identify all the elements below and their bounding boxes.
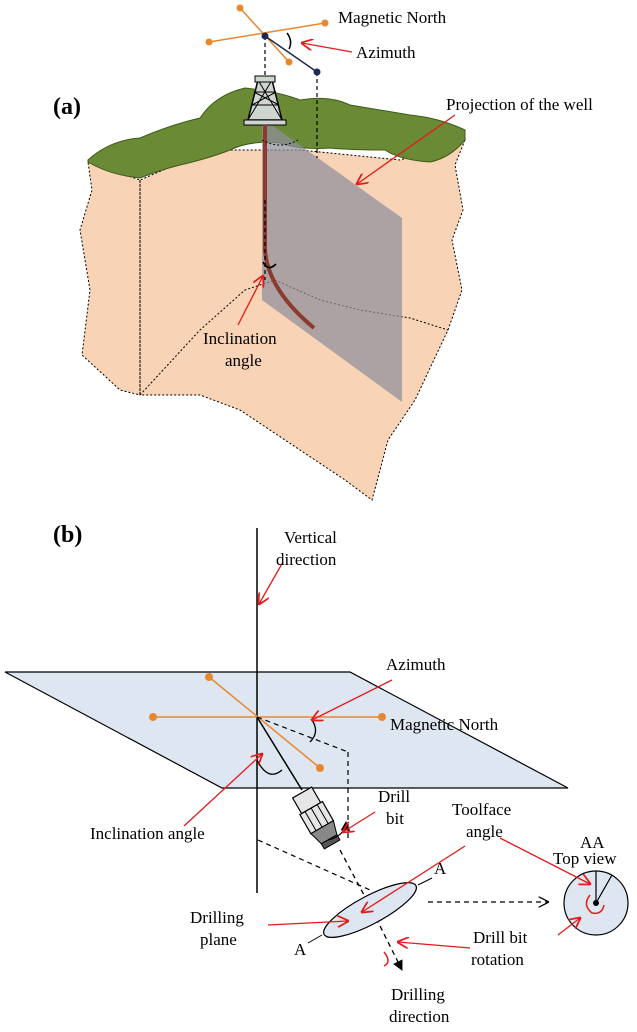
vertical-label-1: Vertical <box>284 528 337 547</box>
panel-b: (b) Vertical direction Azimuth Magnetic … <box>4 522 629 1026</box>
toolface-label-2: angle <box>466 822 503 841</box>
aa-label: AA <box>580 833 605 852</box>
drill-bit-rotation-label-2: rotation <box>471 950 524 969</box>
drilling-plane <box>323 882 417 938</box>
drilling-plane-label-1: Drilling <box>190 908 244 927</box>
drilling-plane-label-2: plane <box>200 930 237 949</box>
vertical-label-2: direction <box>276 550 337 569</box>
top-view-label: Top view <box>553 849 617 868</box>
panel-a: (a) Magnetic North Azimuth Projection of… <box>53 4 593 501</box>
soil-left-face <box>79 161 141 396</box>
horizontal-plane <box>4 671 569 789</box>
inclination-label-b: Inclination angle <box>90 824 205 843</box>
plane-a-left: A <box>294 940 307 959</box>
inclination-label-a-1: Inclination <box>203 329 277 348</box>
panel-b-tag: (b) <box>53 522 82 548</box>
magnetic-north-label-b: Magnetic North <box>390 715 499 734</box>
drill-bit-label-1: Drill <box>378 787 410 806</box>
panel-a-tag: (a) <box>53 94 81 120</box>
plane-a-right: A <box>434 859 447 878</box>
projection-label: Projection of the well <box>446 95 593 114</box>
magnetic-north-label-a: Magnetic North <box>338 8 447 27</box>
drill-bit-rotation-label-1: Drill bit <box>473 928 528 947</box>
drilling-direction-label-2: direction <box>389 1007 450 1026</box>
top-view <box>563 870 629 936</box>
toolface-label-1: Toolface <box>452 800 511 819</box>
drill-bit <box>291 786 341 850</box>
projection-plane <box>262 118 402 402</box>
drilling-direction-label-1: Drilling <box>391 985 445 1004</box>
azimuth-label-a: Azimuth <box>356 43 416 62</box>
drill-bit-label-2: bit <box>386 809 404 828</box>
compass-rose <box>205 4 329 76</box>
azimuth-label-b: Azimuth <box>386 655 446 674</box>
inclination-label-a-2: angle <box>225 351 262 370</box>
